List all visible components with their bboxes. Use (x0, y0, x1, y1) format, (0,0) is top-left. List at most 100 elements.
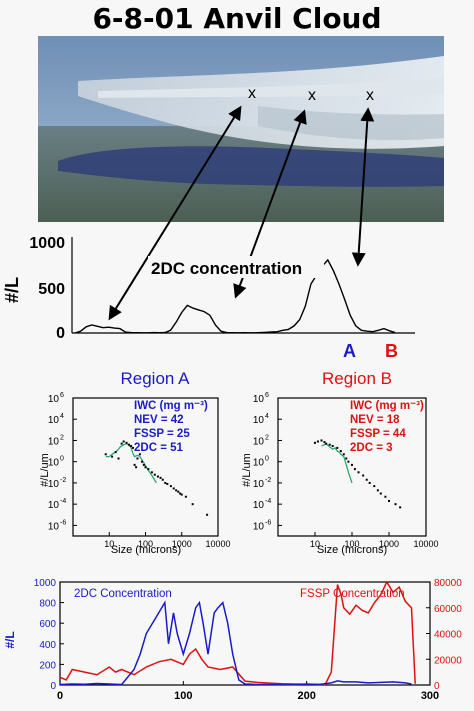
bottom-chart-y-label: #/L (3, 631, 17, 648)
top-chart-annotation: 2DC concentration (151, 259, 302, 278)
region-a-x-label: Size (microns) (111, 544, 181, 556)
bottom-chart: #/L 0 100 200 30002004006008001000020000400… (3, 578, 462, 702)
scatter-point (144, 466, 147, 469)
y-tick-exponent: -4 (60, 498, 66, 505)
y-tick-label: 10 (253, 521, 265, 532)
y-right-tick-label: 20000 (434, 655, 462, 666)
y-tick-label: 10 (48, 500, 60, 511)
top-chart-y-label: #/L (2, 277, 22, 303)
y-tick-exponent: 4 (265, 413, 269, 420)
scatter-point (172, 487, 175, 490)
scatter-point (131, 446, 134, 449)
region-b-legend-item: IWC (mg m⁻³) (350, 400, 424, 412)
y-tick-label: 10 (253, 500, 265, 511)
x-tick-label: 300 (421, 690, 439, 702)
x-tick-label: 0 (57, 690, 63, 702)
region-b-x-label: Size (microns) (317, 544, 387, 556)
scatter-point (150, 471, 153, 474)
scatter-point (320, 439, 323, 442)
y-tick-exponent: -2 (265, 477, 271, 484)
scatter-point (379, 492, 382, 495)
x-tick-label: 10000 (413, 539, 438, 549)
x-tick-label: 200 (297, 690, 315, 702)
scatter-point (357, 471, 360, 474)
y-left-tick-label: 400 (39, 640, 56, 651)
y-tick-label: 10 (253, 415, 265, 426)
legend-fssp: FSSP Concentration (300, 588, 405, 600)
region-b-legend-item: NEV = 18 (350, 414, 400, 426)
y-tick-label: 10 (48, 436, 60, 447)
scatter-point (191, 503, 194, 506)
scatter-point (138, 453, 141, 456)
y-right-tick-label: 80000 (434, 578, 462, 589)
y-tick-label: 10 (48, 394, 60, 405)
y-right-tick-label: 60000 (434, 604, 462, 615)
scatter-point (169, 485, 172, 488)
scatter-point (384, 495, 387, 498)
scatter-point (161, 478, 164, 481)
scatter-point (365, 478, 368, 481)
fssp-concentration-line (59, 580, 416, 686)
region-b-legend: IWC (mg m⁻³) NEV = 18 FSSP = 44 2DC = 3 (350, 400, 424, 454)
region-a-legend-item: IWC (mg m⁻³) (134, 400, 208, 412)
x-tick-label: 1000 (379, 539, 399, 549)
x-tick-label: 10 (104, 539, 114, 549)
scatter-point (111, 455, 114, 458)
y-left-tick-label: 600 (39, 619, 56, 630)
y-tick-label: 10 (253, 479, 265, 490)
region-a-legend-item: NEV = 42 (134, 414, 184, 426)
x-tick-label: 10 (310, 539, 320, 549)
y-tick-label: 10 (253, 394, 265, 405)
scatter-point (206, 513, 209, 516)
y-tick-exponent: 0 (265, 456, 269, 463)
photo-marker: x (248, 85, 256, 102)
scatter-point (328, 443, 331, 446)
scatter-point (104, 453, 107, 456)
bottom-chart-ticks: 0 100 200 300020040060080010000200004000060… (34, 578, 462, 702)
region-b-chart: Region B #/L/um Size (microns) 10 100 1000… (241, 369, 439, 556)
y-tick-label: 10 (48, 458, 60, 469)
x-tick-label: 100 (344, 539, 359, 549)
region-b-legend-item: FSSP = 44 (350, 428, 406, 440)
region-a-marker-label: A (343, 341, 356, 361)
legend-2dc: 2DC Concentration (74, 588, 172, 600)
scatter-point (175, 489, 178, 492)
scatter-point (399, 506, 402, 509)
y-left-tick-label: 800 (39, 599, 56, 610)
scatter-point (153, 473, 156, 476)
scatter-point (179, 492, 182, 495)
x-tick-label: 100 (138, 539, 153, 549)
x-tick-label: 100 (174, 690, 192, 702)
top-chart-tick: 1000 (29, 235, 65, 252)
arrow-region-b (351, 107, 375, 267)
y-tick-exponent: -2 (60, 477, 66, 484)
region-a-legend-item: FSSP = 25 (134, 428, 190, 440)
scatter-point (394, 503, 397, 506)
scatter-point (331, 445, 334, 448)
scatter-point (166, 482, 169, 485)
scatter-point (125, 441, 128, 444)
scatter-point (316, 440, 319, 443)
y-tick-exponent: 2 (265, 434, 269, 441)
top-chart-tick: 500 (38, 281, 65, 298)
region-b-y-label: #/L/um (241, 453, 253, 487)
scatter-point (133, 463, 136, 466)
y-tick-label: 10 (253, 458, 265, 469)
y-tick-label: 10 (48, 415, 60, 426)
scatter-point (376, 489, 379, 492)
y-right-tick-label: 0 (434, 681, 440, 692)
y-left-tick-label: 1000 (34, 578, 57, 589)
scatter-point (177, 490, 180, 493)
scatter-point (184, 495, 187, 498)
top-chart: #/L 0 500 1000 2DC concentration A B (2, 235, 415, 361)
scatter-point (159, 476, 162, 479)
scatter-point (127, 443, 130, 446)
page-title: 6-8-01 Anvil Cloud (92, 2, 382, 35)
y-tick-exponent: -6 (60, 519, 66, 526)
y-left-tick-label: 0 (50, 681, 56, 692)
y-tick-exponent: -4 (265, 498, 271, 505)
x-tick-label: 1000 (172, 539, 192, 549)
arrow-region-a (108, 105, 242, 321)
